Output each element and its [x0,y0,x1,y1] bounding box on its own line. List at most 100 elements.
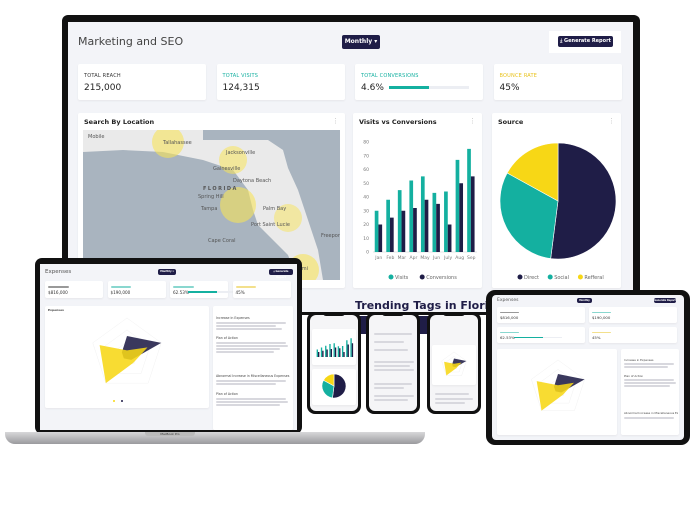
x-tick-label: Aug [455,255,464,261]
kpi-label [592,331,612,334]
pie-slice-refferal[interactable] [323,373,335,387]
bar-conversions-mar[interactable] [401,210,406,252]
bar-conversions-feb[interactable] [389,217,394,252]
city-label: Tallahassee [162,140,192,146]
source-panel: Source ⋮ Direct Social Refferal [492,113,621,288]
city-label: Freeport [321,233,340,239]
bar-visits-mar[interactable] [325,345,327,357]
mini-radar-chart [441,351,467,376]
note-2: Abnormal Increase in Miscellaneous Expen… [624,411,678,415]
bar-visits-feb[interactable] [386,199,390,252]
bar-visits-sep[interactable] [350,338,352,357]
y-tick-label: 40 [363,195,369,201]
bar-conversions-july[interactable] [343,352,345,357]
x-tick-label: Feb [386,255,394,261]
bar-visits-jan[interactable] [316,349,318,358]
kpi-card: BOUNCE RATE 45% [493,64,622,100]
bar-conversions-sep[interactable] [351,343,354,357]
laptop-title: Expenses [45,269,72,275]
laptop-expenses-panel: Expenses [45,306,209,408]
bar-panel-title: Visits vs Conversions [359,118,437,126]
bar-visits-july[interactable] [341,346,344,357]
pie-slice-direct[interactable] [550,142,617,260]
more-icon[interactable]: ⋮ [608,117,615,125]
bar-visits-may[interactable] [420,176,425,252]
kpi-value: 62.53% [500,335,515,341]
tablet-title: Expenses [497,298,519,303]
map-land [83,130,340,280]
mini-pie-chart [321,373,347,399]
bar-conversions-mar[interactable] [326,349,328,358]
bar-conversions-aug[interactable] [347,344,349,358]
bar-conversions-may[interactable] [424,199,429,252]
city-label: Gainesville [213,166,240,172]
kpi-card: 62.53% [497,327,585,343]
bar-conversions-jan[interactable] [317,352,320,357]
more-icon[interactable]: ⋮ [332,117,339,125]
generate-report-button[interactable]: ⤓ Generate Report [558,36,613,47]
laptop-report-button[interactable]: ⤓ Generate Report [269,269,293,279]
tablet-report-button[interactable]: Generate Report [654,298,676,303]
phone-bar-card [312,329,356,365]
city-label: FLORIDA [203,186,238,192]
pie-slice-refferal[interactable] [506,142,559,202]
kpi-value: $190,000 [592,315,611,321]
bar-visits-aug[interactable] [455,159,460,252]
bar-visits-mar[interactable] [397,190,402,252]
bar-conversions-apr[interactable] [413,208,417,252]
tablet-period-button[interactable]: Monthly [577,298,592,303]
bar-conversions-may[interactable] [334,347,337,358]
bar-visits-may[interactable] [333,343,335,357]
bar-visits-aug[interactable] [346,340,348,357]
pie-slice-social[interactable] [499,172,559,259]
bar-visits-apr[interactable] [409,180,414,253]
kpi-label: TOTAL CONVERSIONS [361,73,419,79]
pie-panel-title: Source [498,118,524,126]
kpi-card: 45% [232,281,291,298]
radar-series-1[interactable] [444,361,462,376]
map-panel: Search By Location ⋮ Mobile Tallahassee Ja… [78,113,345,288]
bar-conversions-apr[interactable] [330,349,333,357]
kpi-card: $190,000 [107,281,166,298]
heat-spots [152,130,319,280]
radar-series-1[interactable] [99,345,148,384]
bar-visits-feb[interactable] [320,347,323,358]
bar-conversions-july[interactable] [447,224,452,253]
phone-3 [427,312,481,414]
pie-slice-direct[interactable] [332,373,347,399]
bar-conversions-feb[interactable] [322,350,324,357]
mini-bar-chart [316,338,354,358]
note-1: Plan of Action [216,336,238,340]
bar-visits-jun[interactable] [432,192,437,252]
laptop-notes-panel: Increase in Expenses Plan of Action Abno… [213,306,293,430]
bar-conversions-jan[interactable] [378,224,383,253]
florida-heatmap[interactable]: Mobile Tallahassee Jacksonville Gainesville… [83,130,340,280]
tablet-expenses-panel [497,349,617,435]
bar-conversions-jun[interactable] [339,348,341,357]
kpi-label [48,286,69,288]
visits-conversions-chart: 0 10 20 30 40 50 60 70 80 Jan Feb Mar Apr May Jun July A… [363,140,477,281]
bar-conversions-aug[interactable] [459,183,464,252]
bar-conversions-jun[interactable] [436,203,440,252]
kpi-value: 45% [235,290,245,296]
bar-visits-july[interactable] [444,191,448,253]
laptop-period-button[interactable]: Monthly ▾ [158,269,176,275]
kpi-label [235,286,257,288]
overlay-heading: Trending Tags in Florida [355,299,504,312]
kpi-value: 45% [592,335,601,341]
laptop-brand: MacBook Pro [145,432,195,436]
note-0: Increase in Expenses [216,316,250,320]
expenses-radar-chart [92,317,162,384]
bar-conversions-sep[interactable] [470,176,475,252]
bar-visits-apr[interactable] [329,344,331,357]
bar-visits-jun[interactable] [337,346,340,357]
kpi-label: TOTAL VISITS [222,73,259,79]
x-tick-label: July [443,255,452,261]
x-tick-label: Jun [432,255,440,261]
period-dropdown[interactable]: Monthly ▾ [342,35,380,49]
more-icon[interactable]: ⋮ [469,117,476,125]
bar-visits-sep[interactable] [467,148,471,252]
radar-series-1[interactable] [536,381,574,411]
bar-visits-jan[interactable] [374,210,379,252]
kpi-value: $190,000 [110,290,131,296]
